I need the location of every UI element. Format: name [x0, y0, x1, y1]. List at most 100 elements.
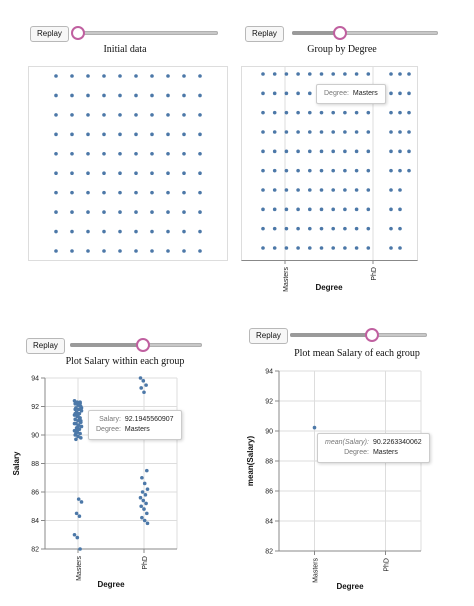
data-point [284, 149, 289, 154]
tooltip-key: Salary: [99, 416, 121, 423]
data-point [308, 149, 312, 154]
data-point [366, 149, 371, 154]
data-point [366, 226, 371, 231]
data-point [198, 113, 202, 117]
data-point [150, 113, 154, 117]
step-slider[interactable] [70, 338, 202, 352]
data-point [142, 481, 147, 486]
data-point [150, 74, 154, 78]
slider-knob[interactable] [365, 328, 380, 342]
data-point [354, 110, 359, 115]
data-point [261, 246, 265, 250]
step-slider[interactable] [290, 328, 427, 342]
data-point [198, 151, 202, 156]
x-tick-label: PhD [384, 558, 391, 572]
data-point [76, 497, 81, 501]
data-point [86, 190, 90, 195]
data-point [389, 207, 393, 212]
data-point [296, 149, 300, 154]
data-point [134, 229, 138, 234]
replay-button[interactable]: Replay [249, 328, 288, 344]
data-point [79, 408, 84, 413]
y-tick-label: 94 [265, 369, 273, 376]
data-point [73, 417, 77, 422]
data-point [366, 188, 371, 192]
data-point [319, 149, 324, 154]
slider-knob[interactable] [135, 338, 150, 352]
data-point [343, 188, 347, 192]
data-point [142, 507, 146, 511]
y-tick-label: 82 [265, 549, 273, 556]
tooltip-value: Masters [352, 90, 378, 97]
data-point [150, 151, 154, 156]
tooltip-value: 92.1945560907 [124, 416, 174, 423]
data-point [140, 475, 144, 480]
data-point [86, 113, 90, 117]
data-point [308, 226, 312, 231]
data-point [72, 428, 77, 433]
data-point [70, 113, 74, 117]
data-point [343, 226, 347, 231]
data-point [134, 190, 138, 195]
data-point [296, 130, 300, 134]
data-point [284, 188, 289, 192]
step-slider[interactable] [292, 26, 438, 40]
replay-button[interactable]: Replay [30, 26, 69, 42]
data-point [198, 74, 202, 78]
replay-button[interactable]: Replay [26, 338, 65, 354]
replay-button[interactable]: Replay [245, 26, 284, 42]
data-point [284, 110, 289, 115]
data-point [166, 229, 170, 234]
data-point [366, 72, 371, 76]
data-point [166, 210, 170, 214]
data-point [118, 210, 122, 214]
data-point [284, 168, 289, 173]
y-axis-title: Salary [12, 451, 21, 476]
data-point [70, 93, 74, 98]
data-point [182, 74, 186, 78]
chart-title: Initial data [103, 44, 147, 55]
data-point [407, 72, 411, 76]
tooltip-table: mean(Salary): 90.2263340062 Degree: Masters [324, 438, 423, 458]
data-point [319, 130, 324, 134]
data-point [319, 168, 324, 173]
data-point [76, 434, 80, 439]
data-point [284, 246, 289, 250]
data-point [79, 406, 84, 410]
slider-knob[interactable] [71, 26, 85, 40]
data-point [166, 249, 170, 253]
y-tick-label: 94 [31, 376, 39, 383]
data-point [308, 207, 312, 212]
data-point [134, 151, 138, 156]
data-point [261, 130, 265, 134]
data-point [407, 168, 411, 173]
data-point [150, 229, 154, 234]
data-point [150, 93, 154, 98]
data-point [331, 246, 335, 250]
data-point [141, 379, 146, 383]
data-point [389, 72, 393, 76]
slider-knob[interactable] [333, 26, 348, 40]
data-point [312, 425, 317, 430]
data-point [70, 132, 74, 137]
tooltip: mean(Salary): 90.2263340062 Degree: Masters [317, 433, 430, 463]
data-point [198, 210, 202, 214]
data-point [182, 210, 186, 214]
data-point [343, 149, 347, 154]
tooltip-key: Degree: [96, 426, 121, 433]
data-point [79, 436, 83, 440]
data-point [166, 171, 170, 176]
step-slider[interactable] [71, 26, 218, 40]
data-point [261, 72, 265, 76]
tooltip-key: mean(Salary): [325, 439, 369, 446]
data-point [86, 249, 90, 253]
chart-salary-within-group: 82 84 86 88 90 92 94 Masters PhD Degree Salary [12, 376, 178, 589]
data-point [319, 72, 324, 76]
data-point [182, 171, 186, 176]
chart-title: Plot Salary within each group [65, 356, 185, 367]
data-point [354, 72, 359, 76]
data-point [296, 226, 300, 231]
data-point [142, 518, 147, 523]
data-point [102, 249, 106, 253]
data-point [78, 400, 82, 405]
